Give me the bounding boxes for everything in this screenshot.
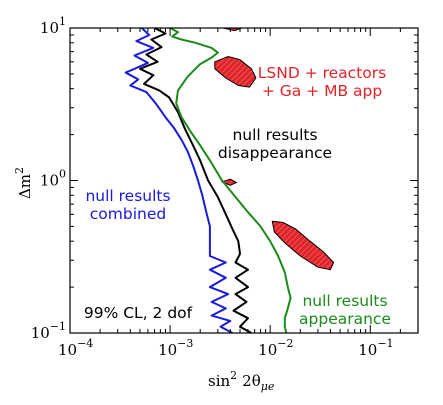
axis-ticks [69,27,418,334]
x-tick-label: 10−1 [358,337,393,359]
annotation-combined: null results combined [85,187,170,223]
allowed-region-island-4 [271,220,335,271]
exclusion-curves [124,27,292,334]
annotation-appearance: null results appearance [299,292,391,328]
annotation-lsnd: LSND + reactors + Ga + MB app [258,64,386,100]
annotation-disappearance: null results disappearance [218,126,332,162]
annotations: LSND + reactors + Ga + MB app null results… [84,64,391,328]
allowed-regions [214,27,335,271]
allowed-region-island-3 [220,178,238,186]
allowed-region-island-2 [214,55,257,88]
x-tick-label: 10−4 [58,337,93,359]
axis-tick-labels: 10−4 10−3 10−2 10−1 10−1 100 101 [31,15,394,359]
x-axis-label: sin2 2θμe [208,369,275,393]
disappearance-curve [139,27,252,334]
x-tick-label: 10−2 [258,337,293,359]
y-tick-label: 10−1 [31,320,66,342]
combined-curve [124,27,233,334]
x-tick-label: 10−3 [158,337,193,359]
y-tick-label: 100 [40,168,66,190]
appearance-curve [169,27,292,334]
y-tick-label: 101 [40,15,66,37]
annotation-confidence: 99% CL, 2 dof [84,304,193,322]
y-axis-label: Δm2 [13,167,34,199]
